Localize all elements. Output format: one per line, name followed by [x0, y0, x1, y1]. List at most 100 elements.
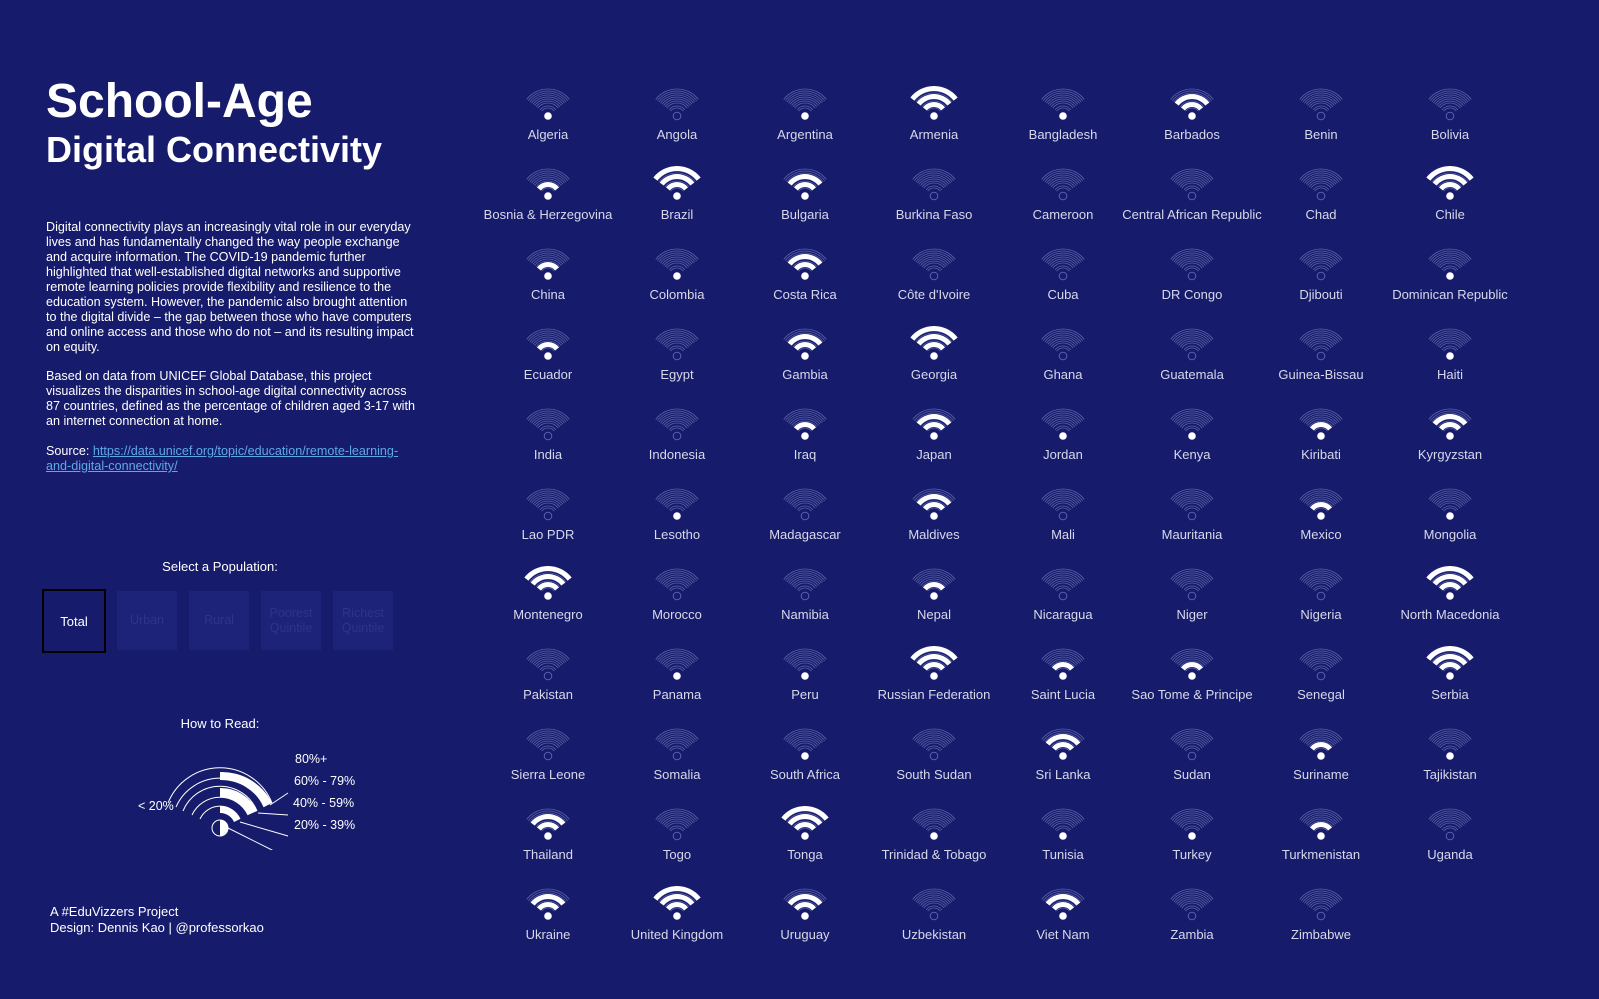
credit-line-2: Design: Dennis Kao | @professorkao	[50, 920, 264, 935]
wifi-dot	[1059, 432, 1067, 440]
country-cell-sri-lanka: Sri Lanka	[988, 720, 1138, 800]
country-label: Cuba	[1047, 287, 1079, 302]
country-cell-somalia: Somalia	[602, 720, 752, 800]
page-subtitle: Digital Connectivity	[46, 129, 383, 170]
wifi-icon	[910, 86, 958, 120]
wifi-dot	[1059, 672, 1067, 680]
country-cell-japan: Japan	[859, 400, 1009, 480]
country-cell-barbados: Barbados	[1117, 80, 1267, 160]
country-cell-egypt: Egypt	[602, 320, 752, 400]
country-label: Angola	[656, 127, 698, 142]
wifi-band-1	[793, 342, 817, 351]
wifi-dot	[1446, 592, 1454, 600]
wifi-icon	[1299, 248, 1343, 281]
population-button-total[interactable]: Total	[42, 589, 106, 653]
country-label: Tajikistan	[1423, 767, 1477, 782]
wifi-dot	[1317, 832, 1325, 840]
country-label: Brazil	[660, 207, 694, 222]
wifi-dot	[1187, 511, 1197, 521]
wifi-band-1	[1309, 502, 1333, 511]
wifi-icon	[1299, 88, 1343, 121]
wifi-icon	[655, 568, 699, 601]
country-cell-morocco: Morocco	[602, 560, 752, 640]
country-label: Peru	[791, 687, 819, 702]
wifi-band-2	[787, 254, 823, 266]
wifi-dot	[543, 431, 553, 441]
wifi-icon	[912, 408, 956, 440]
wifi-icon	[655, 408, 699, 441]
country-cell-north-macedonia: North Macedonia	[1375, 560, 1525, 640]
wifi-band-3	[1426, 566, 1474, 581]
country-label: Guinea-Bissau	[1278, 367, 1364, 382]
wifi-dot	[544, 832, 552, 840]
wifi-dot	[801, 752, 809, 760]
wifi-icon	[1041, 648, 1085, 680]
wifi-icon	[1041, 568, 1085, 601]
country-cell-maldives: Maldives	[859, 480, 1009, 560]
country-label: Gambia	[782, 367, 828, 382]
country-cell-china: China	[473, 240, 623, 320]
population-button-richest-quintile[interactable]: Richest Quintile	[333, 591, 393, 650]
wifi-band-1	[1180, 662, 1204, 671]
wifi-dot	[930, 432, 938, 440]
wifi-icon	[1299, 568, 1343, 601]
country-label: Mongolia	[1423, 527, 1477, 542]
source-link[interactable]: https://data.unicef.org/topic/education/…	[46, 444, 399, 473]
country-label: Bangladesh	[1028, 127, 1098, 142]
wifi-dot	[1316, 911, 1326, 921]
wifi-dot	[1446, 272, 1454, 280]
wifi-dot	[1445, 111, 1455, 121]
wifi-band-2	[916, 654, 952, 666]
wifi-band-2	[1432, 574, 1468, 586]
population-button-rural[interactable]: Rural	[189, 591, 249, 650]
wifi-icon	[1170, 568, 1214, 601]
country-label: Costa Rica	[773, 287, 837, 302]
wifi-dot	[930, 352, 938, 360]
wifi-icon	[912, 488, 956, 520]
wifi-dot	[543, 511, 553, 521]
wifi-band-2	[530, 814, 566, 826]
population-button-poorest-quintile[interactable]: Poorest Quintile	[261, 591, 321, 650]
country-cell-pakistan: Pakistan	[473, 640, 623, 720]
country-label: Burkina Faso	[895, 207, 973, 222]
country-cell-algeria: Algeria	[473, 80, 623, 160]
wifi-icon	[1170, 488, 1214, 521]
wifi-icon	[783, 728, 827, 760]
wifi-icon	[912, 808, 956, 840]
country-cell-senegal: Senegal	[1246, 640, 1396, 720]
population-button-urban[interactable]: Urban	[117, 591, 177, 650]
country-label: India	[533, 447, 563, 462]
wifi-band-1	[922, 662, 946, 671]
wifi-band-2	[787, 814, 823, 826]
wifi-dot	[801, 832, 809, 840]
wifi-band-1	[1180, 102, 1204, 111]
wifi-dot	[801, 192, 809, 200]
country-cell-gambia: Gambia	[730, 320, 880, 400]
country-label: Nepal	[917, 607, 951, 622]
how-to-read-legend: 80%+ 60% - 79% 40% - 59% 20% - 39% < 20%	[138, 752, 355, 850]
country-cell-nepal: Nepal	[859, 560, 1009, 640]
country-cell-lesotho: Lesotho	[602, 480, 752, 560]
credit: A #EduVizzers Project Design: Dennis Kao…	[50, 904, 264, 936]
wifi-icon	[912, 888, 956, 921]
wifi-band-1	[536, 342, 560, 351]
wifi-dot	[800, 591, 810, 601]
country-cell-bolivia: Bolivia	[1375, 80, 1525, 160]
wifi-icon	[1041, 88, 1085, 120]
country-cell-indonesia: Indonesia	[602, 400, 752, 480]
wifi-band-3	[781, 806, 829, 821]
wifi-dot	[544, 592, 552, 600]
wifi-dot	[1316, 111, 1326, 121]
country-label: Djibouti	[1299, 287, 1343, 302]
country-cell-cameroon: Cameroon	[988, 160, 1138, 240]
wifi-icon	[783, 88, 827, 120]
wifi-band-3	[1426, 646, 1474, 661]
country-label: Argentina	[777, 127, 833, 142]
wifi-icon	[1041, 888, 1085, 920]
wifi-dot	[1316, 671, 1326, 681]
wifi-band-2	[1432, 414, 1468, 426]
wifi-dot	[801, 672, 809, 680]
country-cell-dominican-republic: Dominican Republic	[1375, 240, 1525, 320]
country-label: Kiribati	[1301, 447, 1341, 462]
country-label: Kenya	[1173, 447, 1211, 462]
